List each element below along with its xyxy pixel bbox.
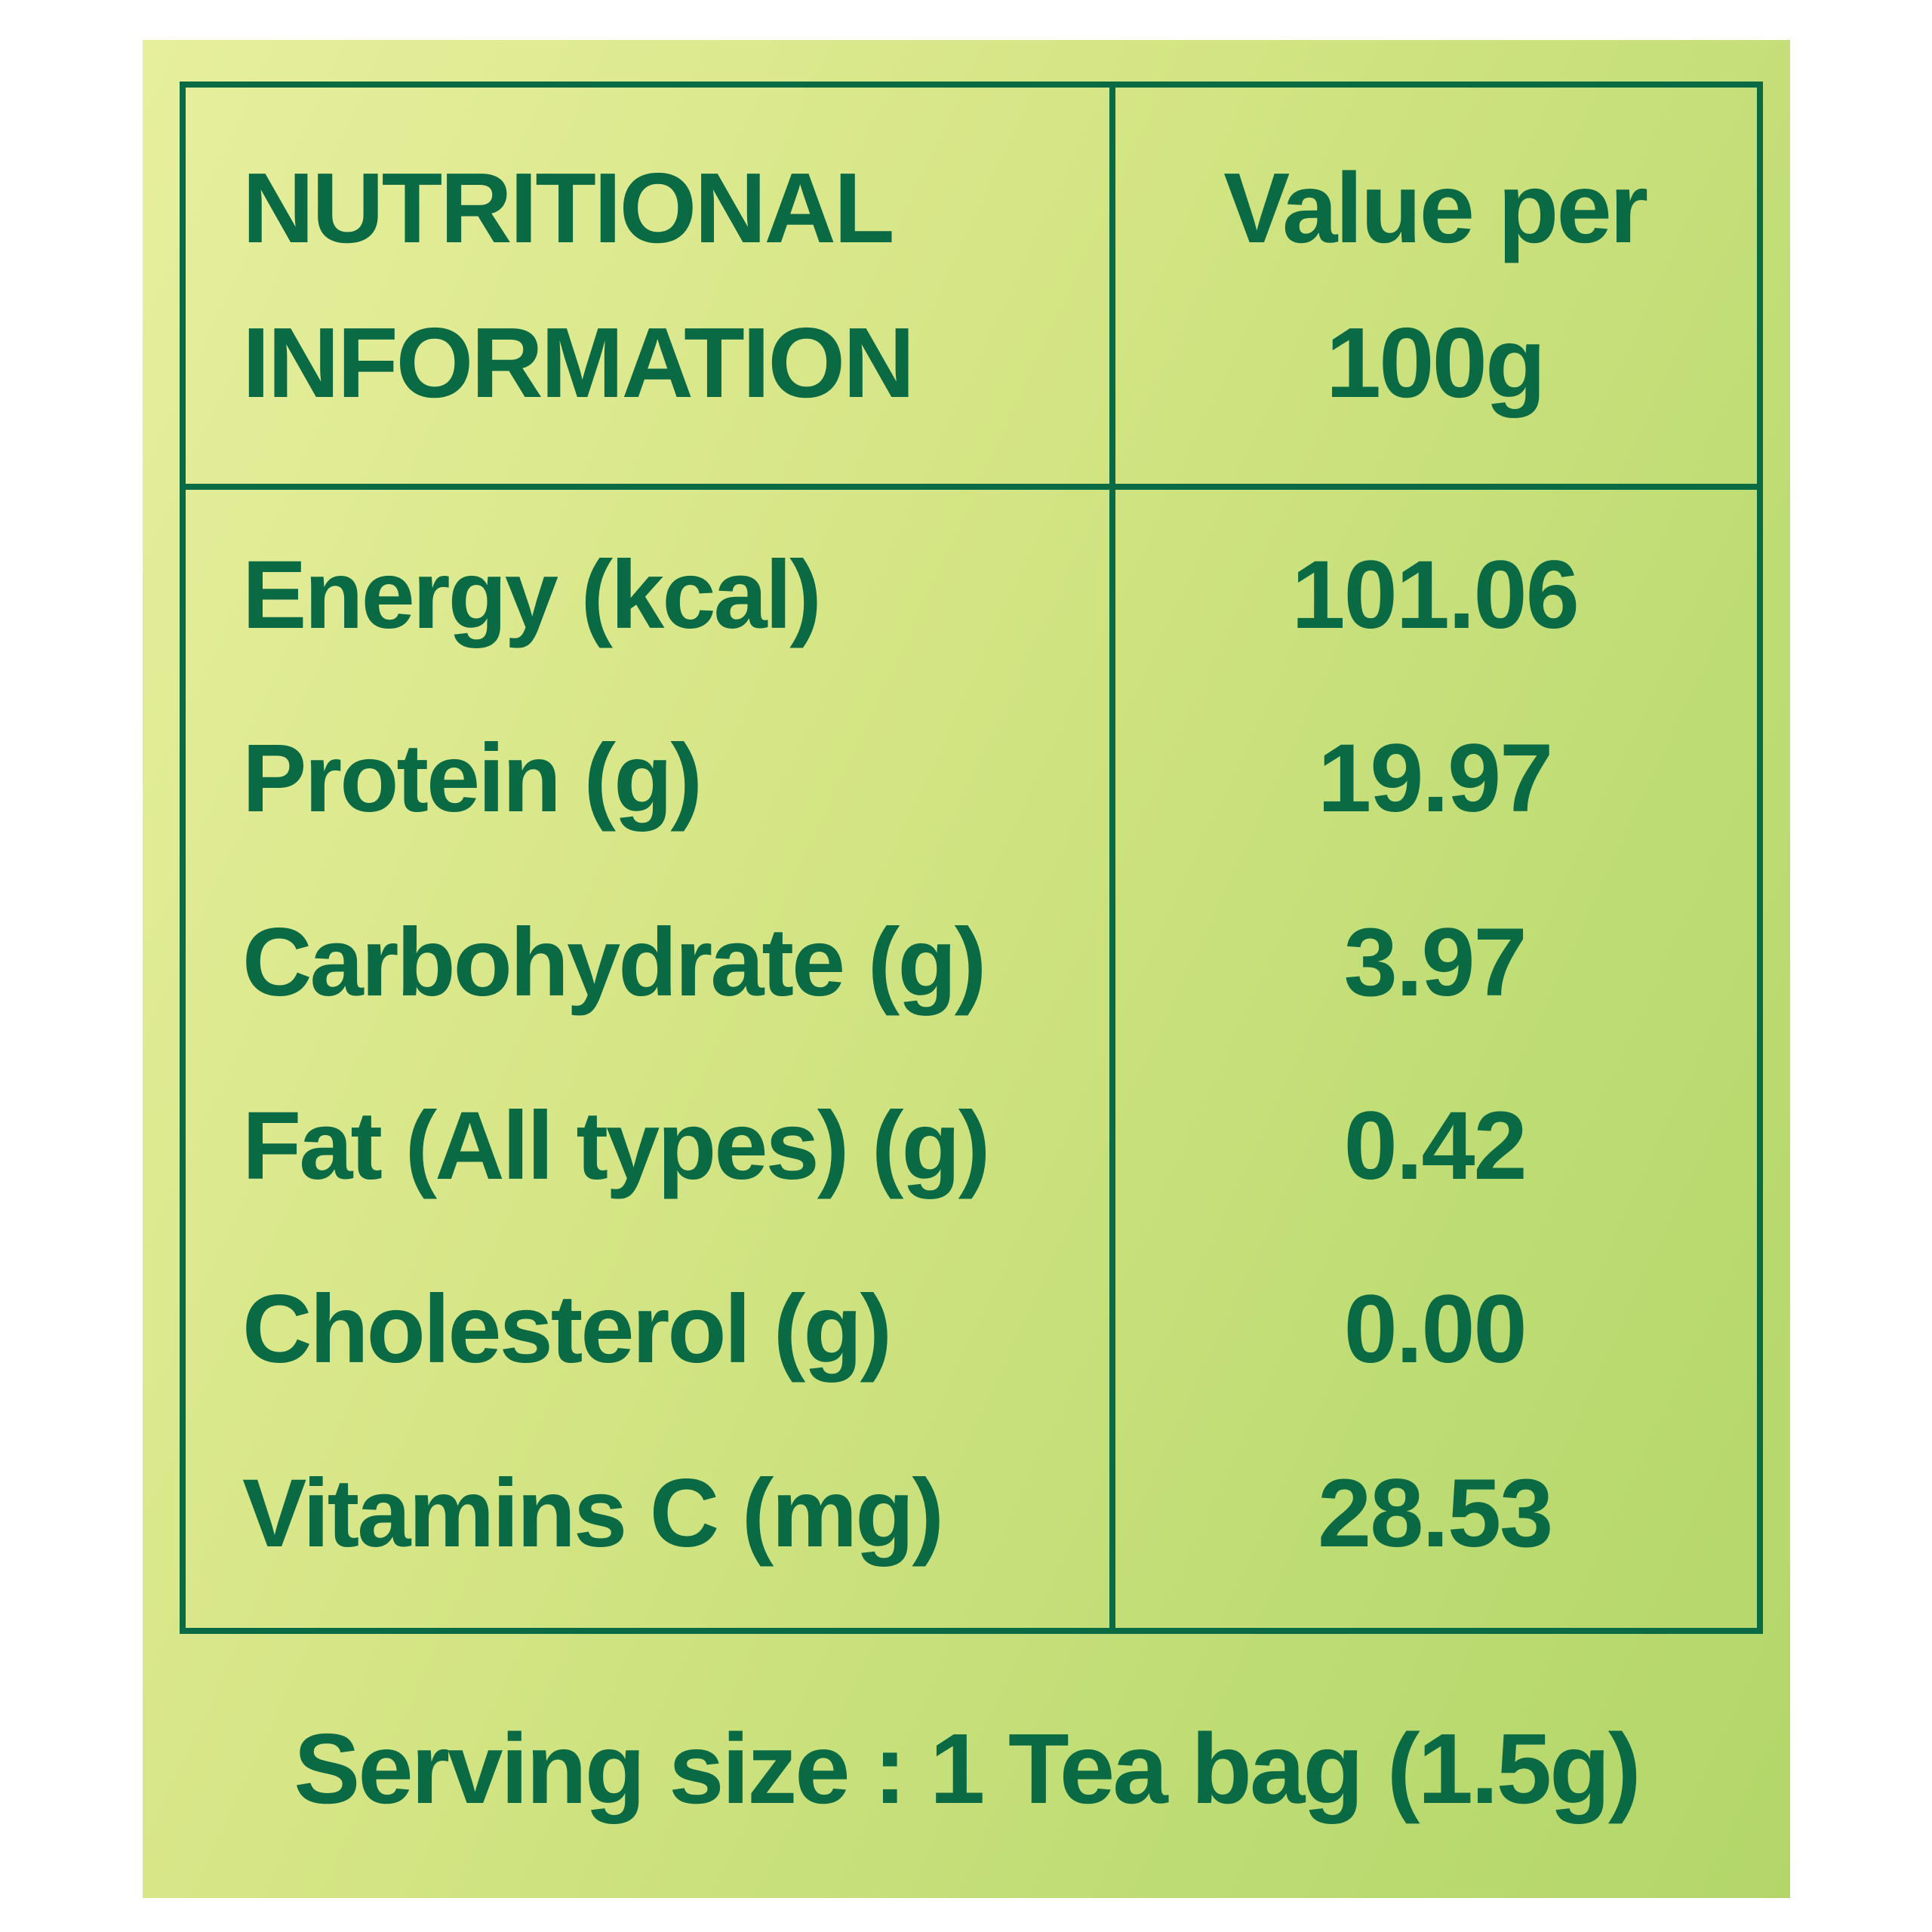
row-value: 101.06 [1291, 541, 1579, 650]
row-value: 0.00 [1343, 1275, 1527, 1384]
header-title-line-1: NUTRITIONAL [242, 152, 895, 263]
header-value-line-2: 100g [1325, 306, 1546, 418]
row-label: Protein (g) [242, 724, 703, 833]
label-background: NUTRITIONAL INFORMATION Value per 100g E… [143, 40, 1790, 1898]
header-title-line-2: INFORMATION [242, 306, 915, 418]
table-row: Energy (kcal) 101.06 [186, 503, 1757, 687]
table-row: Fat (All types) (g) 0.42 [186, 1054, 1757, 1238]
header-value-cell: Value per 100g [1112, 88, 1757, 484]
nutrition-rows: Energy (kcal) 101.06 Protein (g) 19.97 C… [186, 490, 1757, 1628]
row-value: 28.53 [1318, 1459, 1553, 1567]
table-row: Protein (g) 19.97 [186, 687, 1757, 870]
row-label: Carbohydrate (g) [242, 908, 986, 1017]
row-value: 0.42 [1343, 1092, 1527, 1201]
column-divider-line [1109, 88, 1116, 1628]
row-label: Fat (All types) (g) [242, 1092, 990, 1201]
row-value: 19.97 [1318, 724, 1553, 833]
header-value-line-1: Value per [1223, 152, 1648, 263]
serving-size-text: Serving size : 1 Tea bag (1.5g) [294, 1713, 1641, 1824]
row-label: Energy (kcal) [242, 541, 822, 650]
row-value: 3.97 [1343, 908, 1527, 1017]
table-header-row: NUTRITIONAL INFORMATION Value per 100g [186, 88, 1757, 490]
nutrition-table: NUTRITIONAL INFORMATION Value per 100g E… [180, 82, 1763, 1634]
table-row: Carbohydrate (g) 3.97 [186, 871, 1757, 1054]
table-row: Vitamins C (mg) 28.53 [186, 1422, 1757, 1605]
header-title-cell: NUTRITIONAL INFORMATION [186, 88, 1112, 484]
row-label: Vitamins C (mg) [242, 1459, 944, 1567]
row-label: Cholesterol (g) [242, 1275, 892, 1384]
table-row: Cholesterol (g) 0.00 [186, 1238, 1757, 1421]
